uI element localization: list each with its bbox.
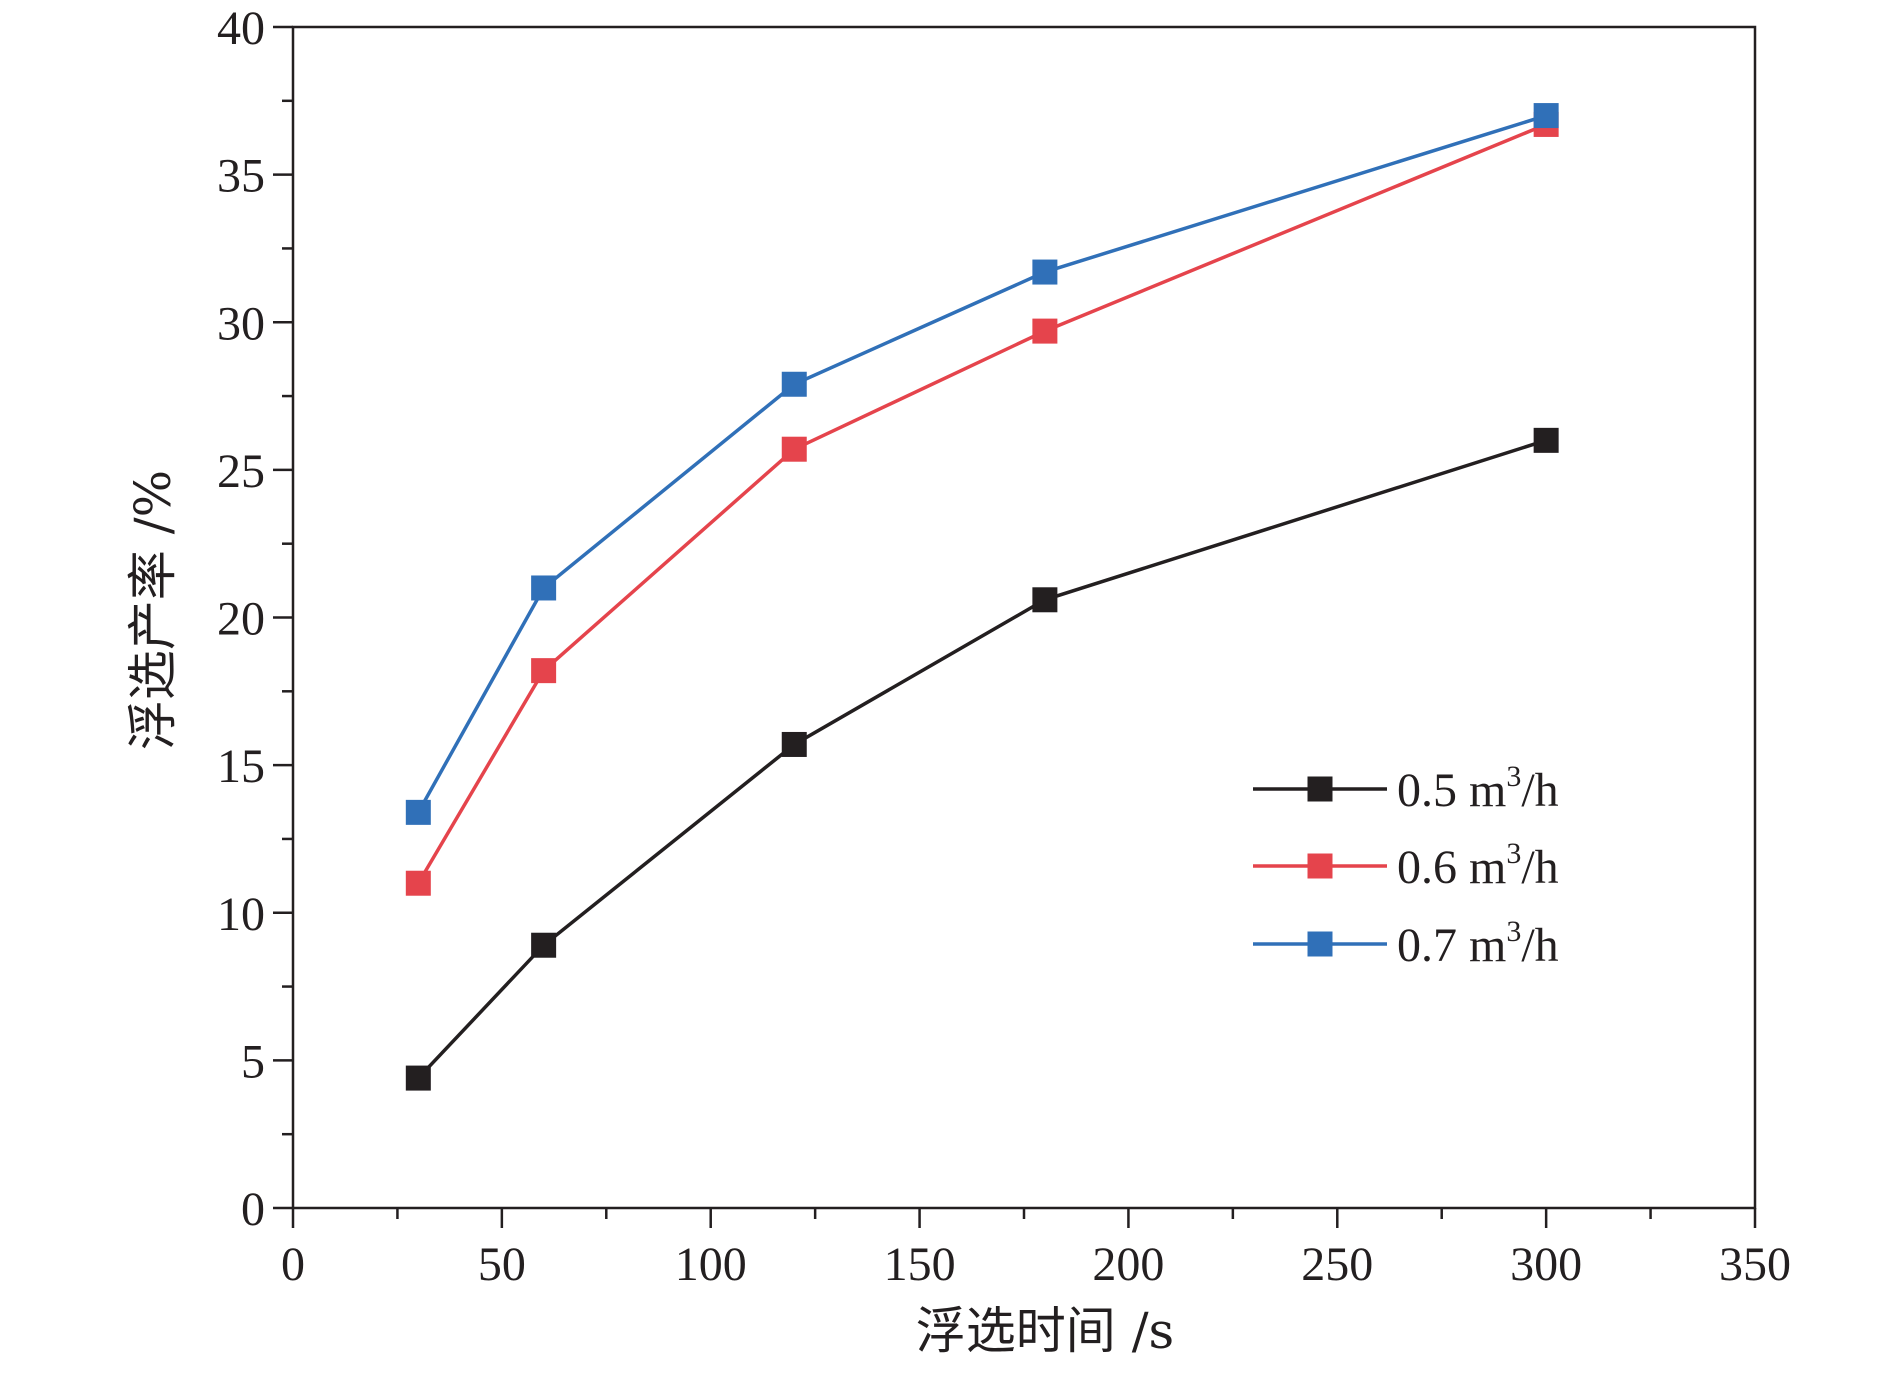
legend-label-unit: /h xyxy=(1521,841,1558,894)
y-tick-label: 0 xyxy=(241,1183,265,1236)
series-line xyxy=(416,122,1547,885)
y-tick-label: 10 xyxy=(217,888,265,941)
data-point-marker xyxy=(405,1065,431,1091)
legend-label-base: 0.5 m xyxy=(1397,764,1506,817)
y-tick-label: 15 xyxy=(217,740,265,793)
data-point-marker xyxy=(1533,427,1559,453)
legend-label: 0.5 m3/h xyxy=(1397,760,1559,817)
y-tick-label: 25 xyxy=(217,445,265,498)
plot-border xyxy=(291,25,1757,1210)
series-0 xyxy=(405,427,1559,1091)
x-tick-label: 350 xyxy=(1719,1238,1791,1291)
plot-frame xyxy=(291,25,1757,1210)
legend-marker xyxy=(1307,776,1333,802)
data-point-marker xyxy=(1533,103,1559,129)
legend-label-superscript: 3 xyxy=(1506,837,1521,870)
legend-label-base: 0.6 m xyxy=(1397,841,1506,894)
legend-label-superscript: 3 xyxy=(1506,760,1521,793)
legend: 0.5 m3/h0.6 m3/h0.7 m3/h xyxy=(1253,760,1559,972)
x-tick-label: 150 xyxy=(884,1238,956,1291)
legend-label-unit: /h xyxy=(1521,764,1558,817)
data-point-marker xyxy=(781,731,807,757)
data-point-marker xyxy=(531,932,557,958)
y-tick-label: 20 xyxy=(217,593,265,646)
series-line xyxy=(417,438,1547,1080)
x-tick-label: 50 xyxy=(478,1238,526,1291)
data-point-marker xyxy=(1032,318,1058,344)
y-tick-label: 40 xyxy=(217,2,265,55)
y-axis-title: 浮选产率 /% xyxy=(124,470,182,750)
legend-item: 0.6 m3/h xyxy=(1253,837,1559,894)
data-point-marker xyxy=(405,799,431,825)
axis-ticks xyxy=(273,25,1757,1228)
series-1 xyxy=(405,111,1559,896)
legend-item: 0.5 m3/h xyxy=(1253,760,1559,817)
legend-marker xyxy=(1307,931,1333,957)
series-layer xyxy=(405,103,1559,1091)
series-line xyxy=(416,113,1547,814)
y-tick-label: 30 xyxy=(217,297,265,350)
series-2 xyxy=(405,103,1559,825)
data-point-marker xyxy=(781,371,807,397)
legend-item: 0.7 m3/h xyxy=(1253,915,1559,972)
y-tick-label: 5 xyxy=(241,1035,265,1088)
x-axis-title: 浮选时间 /s xyxy=(916,1302,1174,1360)
x-tick-label: 0 xyxy=(281,1238,305,1291)
data-point-marker xyxy=(1032,259,1058,285)
legend-label: 0.6 m3/h xyxy=(1397,837,1559,894)
data-point-marker xyxy=(531,575,557,601)
legend-label-superscript: 3 xyxy=(1506,915,1521,948)
data-point-marker xyxy=(1032,587,1058,613)
data-point-marker xyxy=(781,436,807,462)
x-tick-label: 100 xyxy=(675,1238,747,1291)
legend-label-base: 0.7 m xyxy=(1397,919,1506,972)
x-tick-label: 250 xyxy=(1301,1238,1373,1291)
data-point-marker xyxy=(531,658,557,684)
x-tick-label: 200 xyxy=(1092,1238,1164,1291)
axis-tick-labels: 0 50 100 150 200 250 300 350 0 5 10 15 20 25 30 35 40 xyxy=(217,2,1791,1291)
legend-label: 0.7 m3/h xyxy=(1397,915,1559,972)
legend-marker xyxy=(1307,853,1333,879)
y-tick-label: 35 xyxy=(217,150,265,203)
data-point-marker xyxy=(405,870,431,896)
legend-label-unit: /h xyxy=(1521,919,1558,972)
x-tick-label: 300 xyxy=(1510,1238,1582,1291)
